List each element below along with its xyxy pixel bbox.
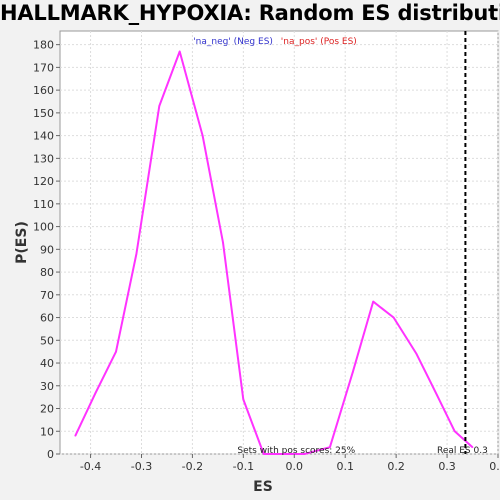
- es-distribution-point: [179, 51, 181, 53]
- y-tick-label: 160: [33, 84, 54, 97]
- x-tick-label: -0.3: [131, 460, 152, 473]
- y-tick-label: 80: [40, 266, 54, 279]
- es-distribution-point: [416, 353, 418, 355]
- es-distribution-point: [222, 242, 224, 244]
- y-tick-label: 120: [33, 175, 54, 188]
- es-distribution-point: [243, 399, 245, 401]
- y-tick-label: 10: [40, 425, 54, 438]
- x-tick-label: -0.4: [80, 460, 101, 473]
- y-tick-label: 0: [47, 448, 54, 461]
- x-tick-label: 0.0: [286, 460, 304, 473]
- es-distribution-point: [115, 351, 117, 353]
- es-distribution-point: [202, 135, 204, 137]
- y-tick-label: 130: [33, 152, 54, 165]
- x-tick-label: 0.3: [438, 460, 456, 473]
- es-distribution-point: [136, 253, 138, 255]
- legend-entry-pos: 'na_pos' (Pos ES): [281, 37, 357, 47]
- es-distribution-point: [95, 392, 97, 394]
- y-tick-label: 60: [40, 312, 54, 325]
- y-tick-label: 70: [40, 289, 54, 302]
- y-tick-label: 30: [40, 380, 54, 393]
- y-tick-label: 100: [33, 221, 54, 234]
- es-distribution-point: [74, 435, 76, 437]
- plot-background: [60, 31, 498, 454]
- es-distribution-point: [352, 371, 354, 373]
- pos-scores-annotation: Sets with pos scores: 25%: [237, 446, 355, 456]
- real-es-label: Real ES 0.3: [437, 446, 488, 456]
- es-distribution-point: [159, 105, 161, 107]
- y-tick-label: 50: [40, 334, 54, 347]
- es-distribution-point: [393, 317, 395, 319]
- y-tick-label: 170: [33, 61, 54, 74]
- es-distribution-point: [372, 301, 374, 303]
- y-tick-label: 180: [33, 39, 54, 52]
- x-tick-label: -0.2: [182, 460, 203, 473]
- x-tick-label: 0.4: [489, 460, 500, 473]
- x-axis-ticks: -0.4 -0.3 -0.2 -0.1 0.0 0.1 0.2 0.3 0.4: [80, 454, 500, 473]
- x-tick-label: 0.1: [336, 460, 354, 473]
- y-tick-label: 20: [40, 403, 54, 416]
- y-tick-label: 150: [33, 107, 54, 120]
- legend: 'na_neg' (Neg ES) 'na_pos' (Pos ES): [193, 37, 357, 47]
- legend-entry-neg: 'na_neg' (Neg ES): [193, 37, 273, 47]
- y-tick-label: 40: [40, 357, 54, 370]
- y-tick-label: 90: [40, 243, 54, 256]
- y-axis-label: P(ES): [14, 221, 30, 264]
- x-axis-label: ES: [253, 479, 273, 495]
- x-tick-label: 0.2: [387, 460, 405, 473]
- es-distribution-point: [436, 394, 438, 396]
- y-tick-label: 110: [33, 198, 54, 211]
- y-axis-ticks: 0 10 20 30 40 50 60 70 80 90 100 110 120 130 140 150 160…: [33, 39, 60, 461]
- y-tick-label: 140: [33, 130, 54, 143]
- es-distribution-point: [454, 430, 456, 432]
- x-tick-label: -0.1: [233, 460, 254, 473]
